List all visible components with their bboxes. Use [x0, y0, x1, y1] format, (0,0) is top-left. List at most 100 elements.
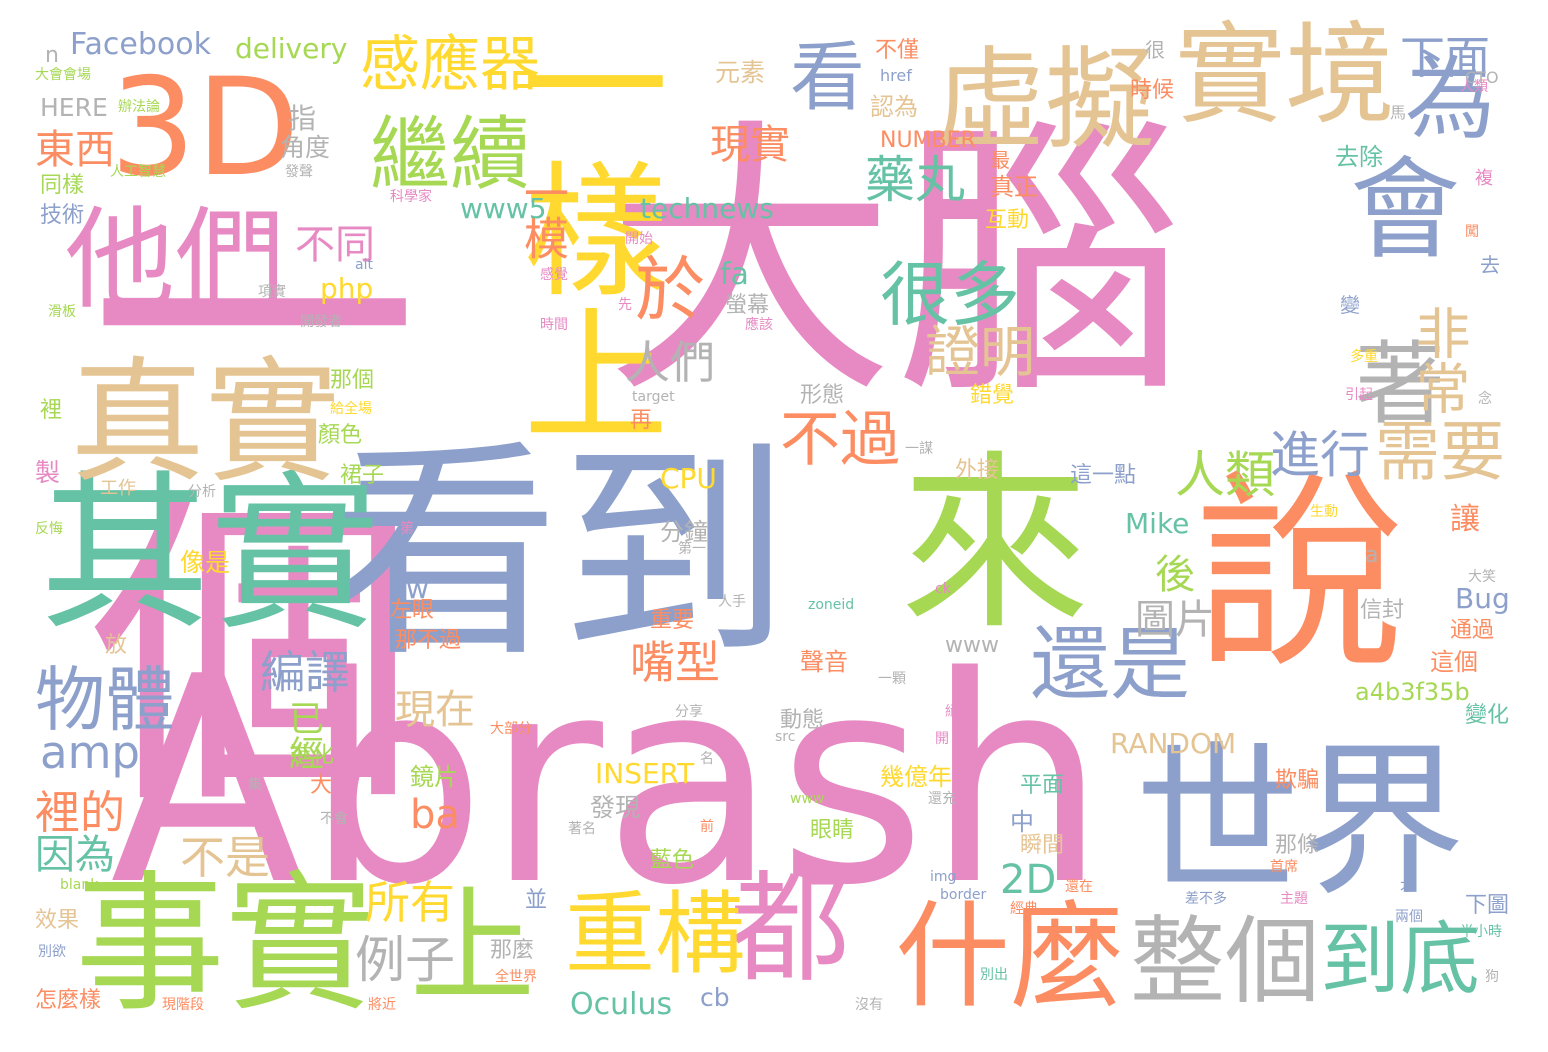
word-fu: 複 [1475, 170, 1493, 188]
word-xiaoguo: 效果 [35, 910, 79, 932]
word-yike: 一顆 [878, 672, 906, 686]
word-shengdong: 生動 [1310, 505, 1338, 519]
word-bian: 變 [1340, 295, 1360, 315]
word-zheming: 著名 [568, 822, 596, 836]
word-meiyou: 沒有 [855, 998, 883, 1012]
word-li: 裡 [40, 400, 62, 422]
word-cb: cb [700, 985, 730, 1010]
word-chabuduo: 差不多 [1185, 892, 1227, 906]
word-xianzai: 現在 [395, 690, 475, 730]
word-kaishi: 開始 [625, 232, 653, 246]
word-renwei: 認為 [870, 95, 918, 119]
word-ma: 馬 [1390, 105, 1406, 121]
word-daxiao: 大笑 [1468, 570, 1496, 584]
word-ji: 集 [248, 778, 262, 792]
word-zhengming: 證明 [925, 325, 1035, 380]
word-nage: 那個 [330, 370, 374, 392]
word-qian: 前 [700, 820, 714, 834]
word-fa: fa [720, 260, 749, 290]
word-zhenshi: 真實 [70, 355, 340, 490]
word-shihou: 時候 [1130, 80, 1174, 102]
word-zhege: 這個 [1430, 650, 1478, 674]
word-here: HERE [40, 95, 108, 120]
word-yu: 於 [635, 255, 705, 325]
word-shijie: 世界 [1135, 740, 1465, 905]
word-target: target [632, 390, 675, 404]
word-blank: blank [60, 878, 98, 892]
word-shunjian: 瞬間 [1020, 835, 1064, 857]
word-banxiaoshi: 半小時 [1460, 925, 1502, 939]
word-da: 大 [310, 775, 332, 797]
word-gongzuo: 工作 [100, 480, 136, 498]
word-bushi: 不是 [180, 835, 270, 880]
word-qu: 去 [1480, 255, 1500, 275]
word-nabuguo: 那不過 [395, 630, 461, 652]
word-jiyinian: 幾億年 [880, 765, 952, 789]
word-name: 那麼 [490, 940, 534, 962]
word-xingtai: 形態 [800, 385, 844, 407]
word-shenme: 什麼 [895, 900, 1125, 1015]
word-yimou: 一謀 [905, 442, 933, 456]
word-cai: 才 [1400, 880, 1414, 894]
word-technews: technews [640, 195, 774, 223]
word-kan: 看 [790, 40, 865, 115]
word-di: 第 [400, 522, 414, 536]
word-quanshijie: 全世界 [495, 970, 537, 984]
word-amp: amp [40, 730, 140, 775]
word-zuixing: 嘴型 [630, 640, 720, 685]
word-insert: INSERT [595, 760, 694, 788]
word-bianhua: 變化 [1465, 705, 1509, 727]
word-shishi: 事實 [75, 870, 375, 1020]
word-jixu: 繼續 [370, 115, 530, 195]
word-ming: 名 [700, 752, 714, 766]
word-alt: alt [355, 258, 373, 272]
word-ck: ck [935, 582, 951, 596]
word-zhuti: 主題 [1280, 892, 1308, 906]
word-renshou: 人手 [718, 595, 746, 609]
word-dou: 都 [730, 870, 850, 990]
word-huanzai: 還在 [1065, 880, 1093, 894]
word-gou: 狗 [1485, 970, 1499, 984]
word-lide: 裡的 [35, 790, 125, 835]
word-xiangshi2: 項實 [258, 285, 286, 299]
word-rang: 讓 [1450, 505, 1480, 535]
word-zhi: 指 [288, 105, 316, 133]
word-lizi: 例子 [355, 935, 455, 985]
word-hen: 很 [1145, 40, 1165, 60]
word-huanchong: 還充 [928, 792, 956, 806]
word-yinggai: 應該 [745, 318, 773, 332]
word-www: www [945, 635, 999, 657]
word-ganyingqi: 感應器 [360, 35, 540, 95]
word-fang: 放 [105, 635, 127, 657]
word-zui: 最 [990, 150, 1010, 170]
word-pingmian: 平面 [1020, 775, 1064, 797]
word-tupian: 圖片 [1135, 600, 1215, 640]
word-random: RANDOM [1110, 730, 1236, 758]
word-huaban: 滑板 [48, 305, 76, 319]
word-duozhong: 多重 [1350, 350, 1378, 364]
word-dahuihuichang: 大會會場 [35, 68, 91, 82]
word-yanjing: 眼睛 [810, 820, 854, 842]
word-zenmeyang: 怎麼樣 [35, 990, 101, 1012]
word-zhongyao: 重要 [650, 610, 694, 632]
word-shijing: 實境 [1175, 20, 1395, 130]
word-cuojue: 錯覺 [970, 385, 1014, 407]
word-nian: 念 [1478, 392, 1492, 406]
word-renmen: 人們 [625, 340, 715, 385]
word-bianyi: 編譯 [260, 650, 350, 695]
word-suoyou: 所有 [365, 880, 455, 925]
word-www5: www5 [460, 195, 547, 223]
word-geiquanchang: 給全場 [330, 402, 372, 416]
word-yaowan: 藥丸 [865, 155, 965, 205]
word-ganjue: 感覺 [540, 268, 568, 282]
word-jishu: 技術 [40, 205, 84, 227]
word-delivery: delivery [235, 35, 347, 63]
word-a4b3f35b: a4b3f35b [1355, 680, 1470, 704]
word-xian: 先 [618, 298, 632, 312]
word-shouxi: 首席 [1270, 860, 1298, 874]
word-zheyidian: 這一點 [1070, 465, 1136, 487]
word-cpu: CPU [660, 465, 717, 493]
word-liangge: 兩個 [1395, 910, 1423, 924]
word-dongxi: 東西 [35, 130, 115, 170]
word-dabufen: 大部分 [490, 722, 532, 736]
